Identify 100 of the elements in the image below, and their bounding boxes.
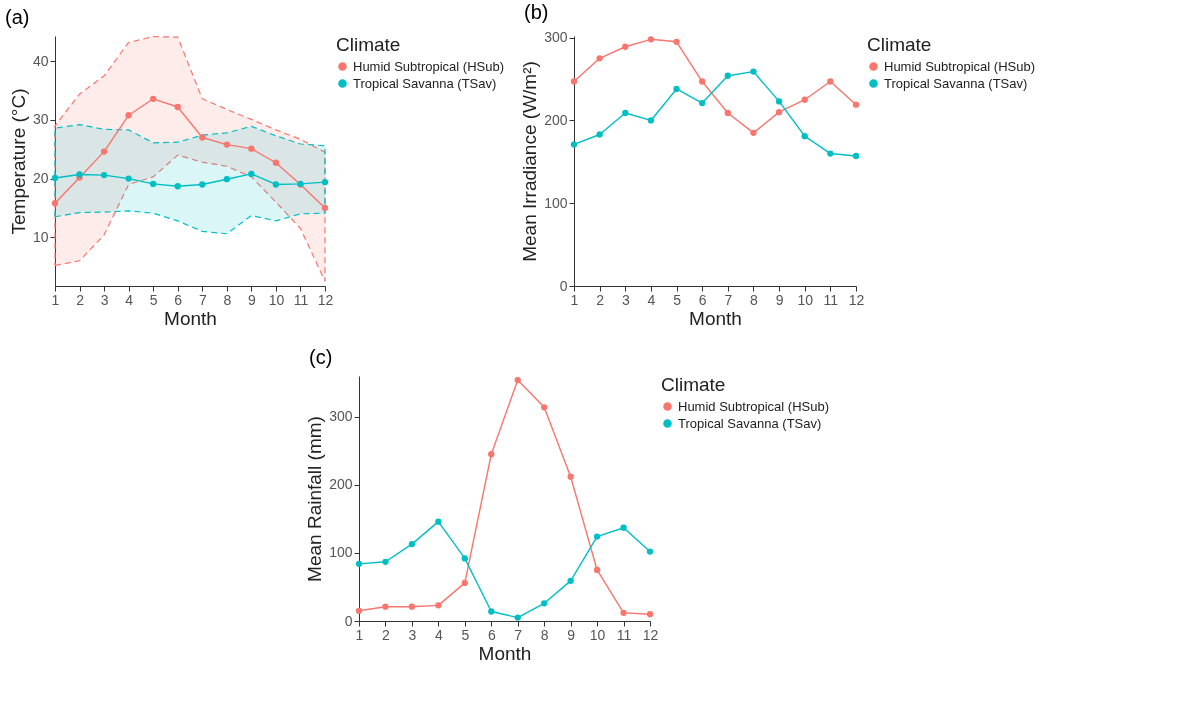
chart-title: (c) [309, 346, 333, 368]
point [408, 603, 416, 610]
point [488, 608, 495, 615]
point [596, 131, 603, 138]
point [125, 175, 132, 182]
x-tick-label: 6 [698, 291, 707, 308]
point [100, 171, 108, 179]
x-tick-label: 2 [596, 291, 605, 308]
x-tick-label: 6 [487, 626, 496, 643]
x-tick-label: 11 [293, 291, 309, 308]
point [408, 540, 416, 548]
x-axis-title: Month [478, 642, 532, 664]
point [488, 451, 495, 458]
point [673, 38, 680, 45]
point [699, 99, 706, 107]
x-tick-label: 4 [647, 291, 656, 308]
point [223, 176, 230, 183]
point [620, 609, 627, 616]
point [125, 112, 132, 119]
legend-title: Climate [336, 34, 401, 55]
x-tick-label: 12 [317, 291, 334, 308]
point [272, 181, 280, 188]
point [199, 134, 206, 141]
point [775, 98, 783, 105]
y-axis-title: Mean Rainfall (mm) [304, 416, 326, 582]
x-tick-label: 9 [775, 291, 784, 308]
x-tick-label: 2 [76, 291, 85, 308]
point [622, 43, 629, 50]
point [801, 96, 808, 103]
point [699, 78, 706, 85]
point [646, 548, 654, 555]
point [593, 533, 601, 540]
x-tick-label: 4 [125, 291, 134, 308]
x-tick-label: 8 [540, 626, 549, 643]
y-tick-label: 0 [559, 277, 568, 294]
y-tick-label: 300 [544, 29, 568, 46]
y-tick-label: 300 [329, 408, 353, 425]
x-tick-label: 8 [750, 291, 759, 308]
point [801, 133, 808, 140]
legend-title: Climate [867, 34, 932, 55]
point [51, 174, 59, 182]
point [248, 170, 255, 178]
point [646, 611, 654, 618]
point [223, 141, 230, 148]
point [567, 577, 574, 584]
point [775, 109, 783, 116]
point [51, 200, 59, 207]
chart-title: (b) [524, 0, 549, 23]
y-tick-label: 0 [344, 612, 353, 629]
legend-label: Tropical Savanna (TSav) [884, 75, 1028, 91]
y-tick-label: 10 [32, 228, 49, 245]
x-tick-label: 3 [100, 291, 109, 308]
y-tick-label: 30 [32, 111, 49, 128]
y-axis-title: Temperature (°C) [7, 88, 29, 235]
y-tick-label: 100 [329, 544, 353, 561]
legend-label: Humid Subtropical (HSub) [353, 58, 505, 74]
point [461, 579, 468, 587]
point [724, 72, 731, 79]
legend-label: Tropical Savanna (TSav) [678, 415, 822, 431]
x-tick-label: 3 [408, 626, 417, 643]
point [514, 376, 521, 384]
point [272, 159, 280, 166]
point [321, 204, 329, 212]
chart-title: (a) [5, 5, 30, 28]
legend-label: Humid Subtropical (HSub) [678, 398, 830, 414]
point [852, 152, 860, 160]
x-tick-label: 11 [823, 291, 839, 308]
point [827, 78, 834, 85]
y-tick-label: 200 [544, 111, 568, 128]
y-tick-label: 200 [329, 476, 353, 493]
point [150, 95, 157, 102]
point [750, 68, 757, 75]
x-tick-label: 3 [621, 291, 630, 308]
x-tick-label: 5 [673, 291, 682, 308]
point [620, 524, 627, 531]
x-tick-label: 12 [848, 291, 865, 308]
point [647, 36, 655, 43]
point [622, 109, 629, 117]
x-axis-title: Month [164, 307, 217, 329]
x-tick-label: 10 [268, 291, 285, 308]
point [570, 78, 578, 85]
x-tick-label: 10 [797, 291, 814, 308]
point [100, 148, 108, 155]
point [570, 141, 578, 148]
x-tick-label: 9 [567, 626, 576, 643]
point [248, 145, 255, 152]
point [673, 85, 680, 93]
legend-title: Climate [661, 374, 726, 395]
x-axis-title: Month [689, 307, 742, 329]
x-tick-label: 5 [461, 626, 470, 643]
point [150, 180, 157, 188]
x-tick-label: 4 [434, 626, 443, 643]
point [724, 109, 731, 117]
x-tick-label: 7 [724, 291, 733, 308]
x-tick-label: 10 [589, 626, 606, 643]
x-tick-label: 2 [382, 626, 391, 643]
point [514, 614, 521, 621]
x-tick-label: 11 [616, 626, 632, 643]
legend-label: Humid Subtropical (HSub) [884, 58, 1036, 74]
point [199, 181, 206, 188]
